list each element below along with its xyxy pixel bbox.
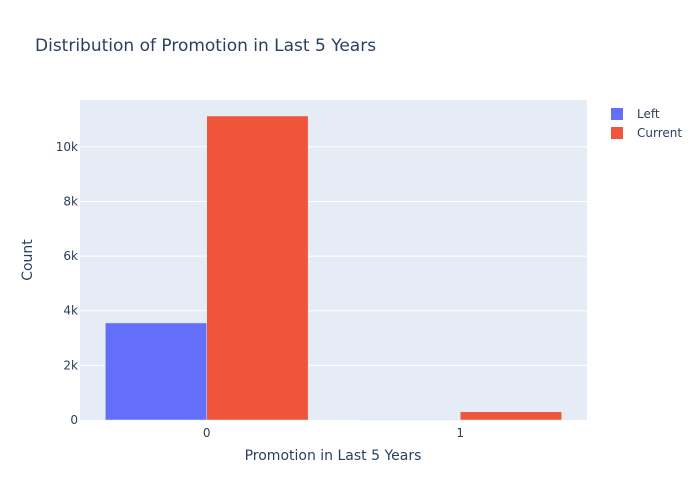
legend-swatch-left[interactable] bbox=[611, 108, 623, 120]
y-tick-label: 0 bbox=[70, 413, 78, 427]
bar-current-0[interactable] bbox=[206, 115, 309, 421]
x-tick-label: 0 bbox=[203, 426, 211, 440]
legend[interactable]: Left Current bbox=[611, 107, 682, 140]
legend-label-current[interactable]: Current bbox=[637, 126, 682, 140]
y-axis-ticks: 0 2k 4k 6k 8k 10k bbox=[56, 140, 78, 427]
bar-left-0[interactable] bbox=[105, 322, 207, 421]
bar-left-1[interactable] bbox=[358, 419, 461, 421]
y-tick-label: 10k bbox=[56, 140, 78, 154]
y-tick-label: 6k bbox=[63, 249, 78, 263]
y-tick-label: 4k bbox=[63, 304, 78, 318]
legend-label-left[interactable]: Left bbox=[637, 107, 660, 121]
bars bbox=[105, 115, 562, 421]
legend-swatch-current[interactable] bbox=[611, 127, 623, 139]
x-tick-label: 1 bbox=[456, 426, 464, 440]
bar-current-1[interactable] bbox=[460, 411, 562, 421]
chart-title: Distribution of Promotion in Last 5 Year… bbox=[35, 36, 376, 56]
y-tick-label: 8k bbox=[63, 194, 78, 208]
x-axis-title: Promotion in Last 5 Years bbox=[245, 448, 422, 464]
y-axis-title: Count bbox=[20, 239, 36, 281]
y-tick-label: 2k bbox=[63, 358, 78, 372]
